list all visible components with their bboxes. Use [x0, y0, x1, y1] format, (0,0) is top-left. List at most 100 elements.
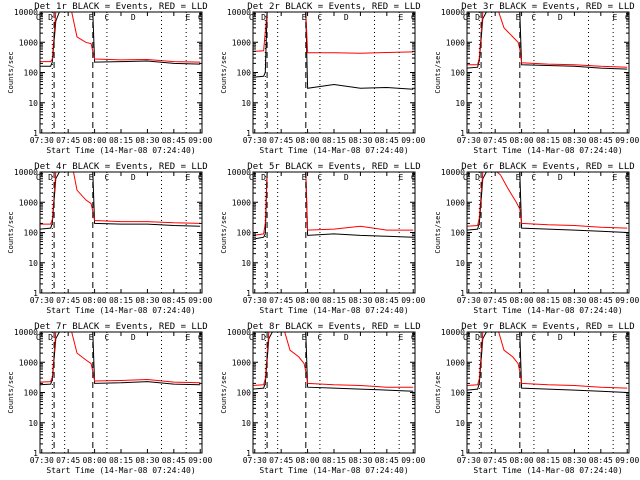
annotation-letter: E: [89, 333, 94, 342]
x-tick-label: 09:00: [401, 296, 425, 305]
x-axis-label: Start Time (14-Mar-08 07:24:40): [259, 146, 408, 155]
y-tick-label: 1: [460, 449, 465, 458]
y-tick-label: 100: [24, 69, 39, 78]
y-tick-label: 1: [246, 289, 251, 298]
y-tick-label: 1000: [446, 38, 465, 47]
annotation-letter: C: [531, 333, 536, 342]
y-tick-label: 10000: [227, 8, 251, 17]
y-tick-label: 1: [246, 129, 251, 138]
lld-series-line: [39, 331, 201, 384]
x-tick-label: 08:15: [109, 296, 133, 305]
annotation-letter: E: [398, 13, 403, 22]
annotation-letter: D: [131, 173, 136, 182]
x-tick-label: 09:00: [188, 296, 212, 305]
x-tick-label: 08:45: [162, 456, 186, 465]
x-tick-label: 08:30: [348, 456, 372, 465]
events-series-line: [466, 11, 628, 70]
x-axis-label: Start Time (14-Mar-08 07:24:40): [259, 306, 408, 315]
x-tick-label: 09:00: [188, 456, 212, 465]
events-series-line: [466, 171, 628, 233]
annotation-letter: C: [249, 13, 254, 22]
lld-series-line: [252, 331, 414, 388]
y-tick-label: 10: [241, 419, 251, 428]
x-tick-label: 08:00: [296, 136, 320, 145]
y-tick-label: 1: [460, 129, 465, 138]
x-tick-label: 07:30: [457, 456, 481, 465]
y-axis-label: Counts/sec: [220, 211, 228, 253]
lld-series-line: [40, 171, 201, 225]
events-series-line: [466, 331, 628, 393]
x-tick-label: 08:30: [562, 296, 586, 305]
y-tick-label: 10: [241, 99, 251, 108]
annotation-letter: C: [36, 13, 41, 22]
x-tick-label: 08:15: [322, 296, 346, 305]
y-tick-label: 10000: [14, 328, 38, 337]
x-tick-label: 08:15: [322, 456, 346, 465]
x-tick-label: 08:30: [135, 456, 159, 465]
annotation-letter: D: [48, 13, 53, 22]
annotation-letter: C: [317, 333, 322, 342]
annotation-letter: D: [558, 13, 563, 22]
annotation-letter: D: [131, 333, 136, 342]
annotation-letter: D: [475, 13, 480, 22]
x-tick-label: 07:45: [56, 456, 80, 465]
y-tick-label: 1000: [232, 38, 251, 47]
annotation-letter: C: [463, 13, 468, 22]
annotation-letter: C: [463, 173, 468, 182]
y-tick-label: 10000: [441, 168, 465, 177]
annotation-letter: E: [185, 173, 190, 182]
y-axis-label: Counts/sec: [7, 211, 15, 253]
annotation-letter: E: [612, 333, 617, 342]
annotation-letter: E: [398, 333, 403, 342]
x-tick-label: 09:00: [615, 136, 639, 145]
panel-title: Det 4r BLACK = Events, RED = LLD: [34, 162, 207, 172]
panel-title: Det 1r BLACK = Events, RED = LLD: [34, 2, 207, 12]
annotation-letter: C: [625, 13, 630, 22]
annotation-letter: C: [198, 173, 203, 182]
x-tick-label: 08:45: [375, 296, 399, 305]
y-tick-label: 100: [451, 69, 466, 78]
annotation-letter: D: [261, 173, 266, 182]
x-axis-label: Start Time (14-Mar-08 07:24:40): [259, 466, 408, 475]
x-axis-label: Start Time (14-Mar-08 07:24:40): [473, 146, 622, 155]
x-tick-label: 08:15: [536, 296, 560, 305]
x-tick-label: 07:45: [56, 296, 80, 305]
y-tick-label: 1: [33, 449, 38, 458]
y-tick-label: 1: [33, 129, 38, 138]
panel-title: Det 9r BLACK = Events, RED = LLD: [461, 322, 634, 332]
y-axis-label: Counts/sec: [7, 371, 15, 413]
y-tick-label: 100: [237, 229, 252, 238]
lld-series-line: [40, 11, 201, 63]
y-tick-label: 1000: [19, 38, 38, 47]
x-tick-label: 07:30: [30, 456, 54, 465]
x-axis-label: Start Time (14-Mar-08 07:24:40): [473, 466, 622, 475]
y-tick-label: 1: [33, 289, 38, 298]
x-tick-label: 09:00: [615, 296, 639, 305]
annotation-letter: D: [344, 333, 349, 342]
annotation-letter: E: [516, 13, 521, 22]
y-tick-label: 10: [455, 419, 465, 428]
annotation-letter: E: [185, 13, 190, 22]
annotation-letter: C: [625, 333, 630, 342]
y-axis-label: Counts/sec: [220, 51, 228, 93]
y-tick-label: 10000: [227, 168, 251, 177]
x-axis-label: Start Time (14-Mar-08 07:24:40): [46, 466, 195, 475]
x-axis-label: Start Time (14-Mar-08 07:24:40): [46, 146, 195, 155]
x-tick-label: 09:00: [401, 456, 425, 465]
x-tick-label: 08:45: [589, 136, 613, 145]
events-series-line: [39, 331, 201, 386]
x-tick-label: 08:45: [162, 296, 186, 305]
annotation-letter: D: [344, 173, 349, 182]
panel-title: Det 7r BLACK = Events, RED = LLD: [34, 322, 207, 332]
panel-title: Det 6r BLACK = Events, RED = LLD: [461, 162, 634, 172]
x-tick-label: 07:30: [243, 136, 267, 145]
events-series-line: [40, 11, 201, 67]
annotation-letter: C: [531, 173, 536, 182]
annotation-letter: E: [302, 173, 307, 182]
